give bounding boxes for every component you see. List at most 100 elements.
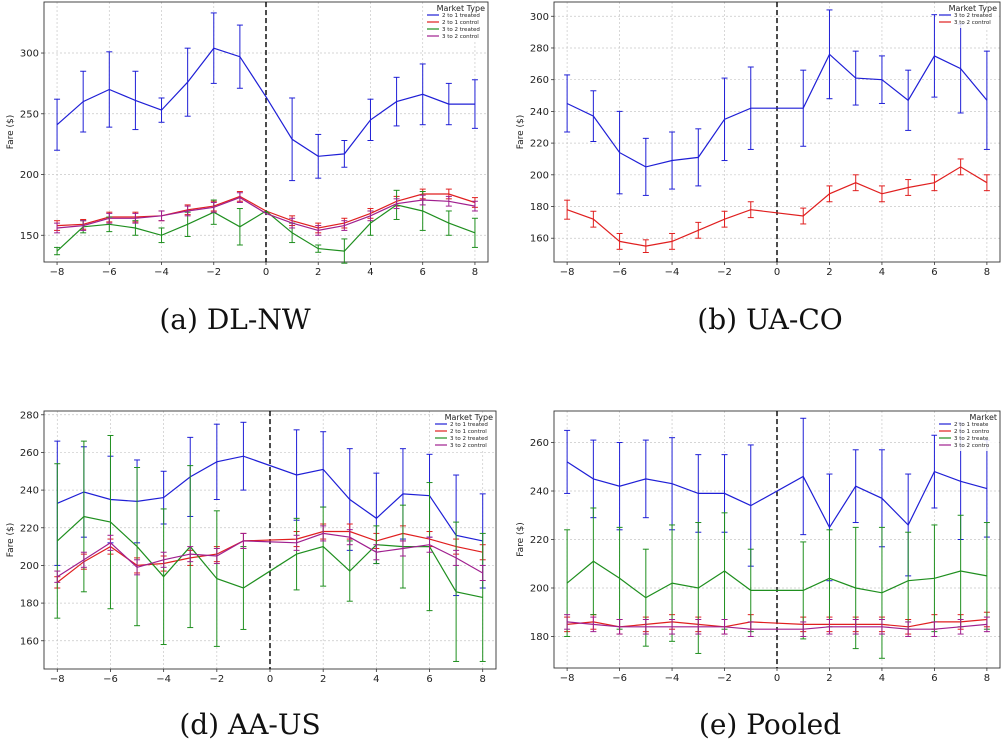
x-tick-label: 2 <box>826 267 832 278</box>
series-line <box>566 53 988 168</box>
x-tick-label: 8 <box>480 674 486 685</box>
legend-label: 3 to 2 contro <box>954 443 990 449</box>
y-tick-label: 200 <box>530 583 549 594</box>
y-tick-label: 240 <box>530 487 549 498</box>
series-line <box>567 621 987 630</box>
series-3-to-2-treated <box>564 9 990 196</box>
y-tick-label: 160 <box>530 234 549 245</box>
x-tick-label: 8 <box>984 267 990 278</box>
series-line <box>566 461 988 529</box>
y-axis-label: Fare ($) <box>516 522 526 557</box>
x-tick-label: −4 <box>665 673 680 684</box>
x-tick-label: 6 <box>426 674 432 685</box>
y-axis-label: Fare ($) <box>6 523 16 558</box>
legend-label: 2 to 1 control <box>450 429 487 435</box>
series-line <box>56 204 476 252</box>
series-line <box>57 455 483 542</box>
x-tick-label: −4 <box>156 674 171 685</box>
chart-svg-aa-us: −8 −6 −4 −2 0 2 4 6 8 160 180 200 220 240 260 280 Fare (… <box>6 410 497 685</box>
legend-label: 3 to 2 control <box>450 443 487 449</box>
legend-title: Market Type <box>949 4 997 13</box>
legend-label: 3 to 2 control <box>954 20 991 26</box>
y-tick-label: 220 <box>530 139 549 150</box>
x-tick-label: 2 <box>320 674 326 685</box>
x-tick-label: −2 <box>717 673 732 684</box>
x-tick-label: −2 <box>717 267 732 278</box>
y-tick-label: 260 <box>530 75 549 86</box>
series-3-to-2-control <box>54 525 486 583</box>
legend-label: 2 to 1 treated <box>450 422 488 428</box>
legend-label: 3 to 2 treate <box>954 436 989 442</box>
legend-label: 3 to 2 treated <box>450 436 488 442</box>
legend-title: Market <box>970 413 998 422</box>
y-tick-label: 180 <box>530 632 549 643</box>
series-line <box>56 47 475 157</box>
legend-label: 3 to 2 treated <box>954 13 992 19</box>
x-tick-label: −6 <box>103 674 118 685</box>
chart-caption: (e) Pooled <box>698 708 842 741</box>
series-2-to-1-treated <box>54 12 478 182</box>
chart-svg-ua-co: −8 −6 −4 −2 0 2 4 6 8 160 180 200 220 240 260 280 300 Far… <box>516 1 1001 278</box>
y-tick-label: 240 <box>530 107 549 118</box>
series-line <box>566 560 988 599</box>
legend-label: 2 to 1 treate <box>954 422 989 428</box>
x-tick-label: 4 <box>373 674 379 685</box>
y-tick-label: 200 <box>20 561 39 572</box>
x-tick-label: −2 <box>206 267 221 278</box>
series-line <box>566 166 988 247</box>
legend-box <box>937 4 999 28</box>
x-tick-label: −8 <box>50 267 65 278</box>
y-tick-label: 260 <box>530 438 549 449</box>
chart-panel-dl-nw: −8 −6 −4 −2 0 2 4 6 8 150 200 250 300 Fare ($) Market … <box>0 0 490 350</box>
series-line <box>56 532 483 578</box>
x-tick-label: −4 <box>665 267 680 278</box>
x-tick-label: 0 <box>267 674 273 685</box>
chart-svg-dl-nw: −8 −6 −4 −2 0 2 4 6 8 150 200 250 300 Fare ($) Market … <box>6 1 489 278</box>
y-axis-label: Fare ($) <box>516 115 526 150</box>
x-tick-label: −8 <box>50 674 65 685</box>
y-axis-label: Fare ($) <box>6 115 16 150</box>
chart-svg-pooled: −8 −6 −4 −2 0 2 4 6 8 180 200 220 240 260 Fare ($) Mark… <box>516 410 1001 684</box>
x-tick-label: 2 <box>826 673 832 684</box>
y-tick-label: 280 <box>20 410 39 421</box>
legend-title: Market Type <box>445 413 493 422</box>
series-3-to-2-treate <box>564 507 990 659</box>
x-tick-label: −8 <box>560 673 575 684</box>
legend-label: 3 to 2 treated <box>442 27 480 33</box>
x-tick-label: 8 <box>984 673 990 684</box>
legend-label: 2 to 1 contro <box>954 429 990 435</box>
legend-title: Market Type <box>437 4 485 13</box>
y-tick-label: 200 <box>20 170 39 181</box>
chart-panel-ua-co: −8 −6 −4 −2 0 2 4 6 8 160 180 200 220 240 260 280 300 Far… <box>510 0 1003 350</box>
x-tick-label: −6 <box>612 267 627 278</box>
chart-panel-pooled: −8 −6 −4 −2 0 2 4 6 8 180 200 220 240 260 Fare ($) Mark… <box>510 405 1003 753</box>
chart-caption: (b) UA-CO <box>697 303 843 336</box>
series-line <box>56 530 483 583</box>
y-tick-label: 240 <box>20 486 39 497</box>
y-tick-label: 220 <box>530 535 549 546</box>
x-tick-label: 8 <box>472 267 478 278</box>
x-tick-label: 4 <box>879 267 885 278</box>
x-tick-label: 0 <box>774 673 780 684</box>
legend-label: 2 to 1 control <box>442 20 479 26</box>
x-tick-label: −8 <box>560 267 575 278</box>
y-tick-label: 250 <box>20 109 39 120</box>
chart-caption: (d) AA-US <box>179 708 321 741</box>
x-tick-label: −4 <box>154 267 169 278</box>
y-tick-label: 220 <box>20 523 39 534</box>
x-tick-label: 6 <box>931 673 937 684</box>
x-tick-label: 4 <box>879 673 885 684</box>
series-3-to-2-control <box>564 158 990 253</box>
legend-label: 2 to 1 treated <box>442 13 480 19</box>
y-tick-label: 150 <box>20 231 39 242</box>
legend-label: 3 to 2 control <box>442 34 479 40</box>
x-tick-label: 2 <box>315 267 321 278</box>
y-tick-label: 160 <box>20 636 39 647</box>
series-3-to-2-control <box>54 192 478 236</box>
x-tick-label: −6 <box>102 267 117 278</box>
y-tick-label: 300 <box>530 12 549 23</box>
series-2-to-1-treate <box>564 417 990 582</box>
x-tick-label: −2 <box>209 674 224 685</box>
y-tick-label: 300 <box>20 49 39 60</box>
series-3-to-2-contro <box>564 614 990 637</box>
